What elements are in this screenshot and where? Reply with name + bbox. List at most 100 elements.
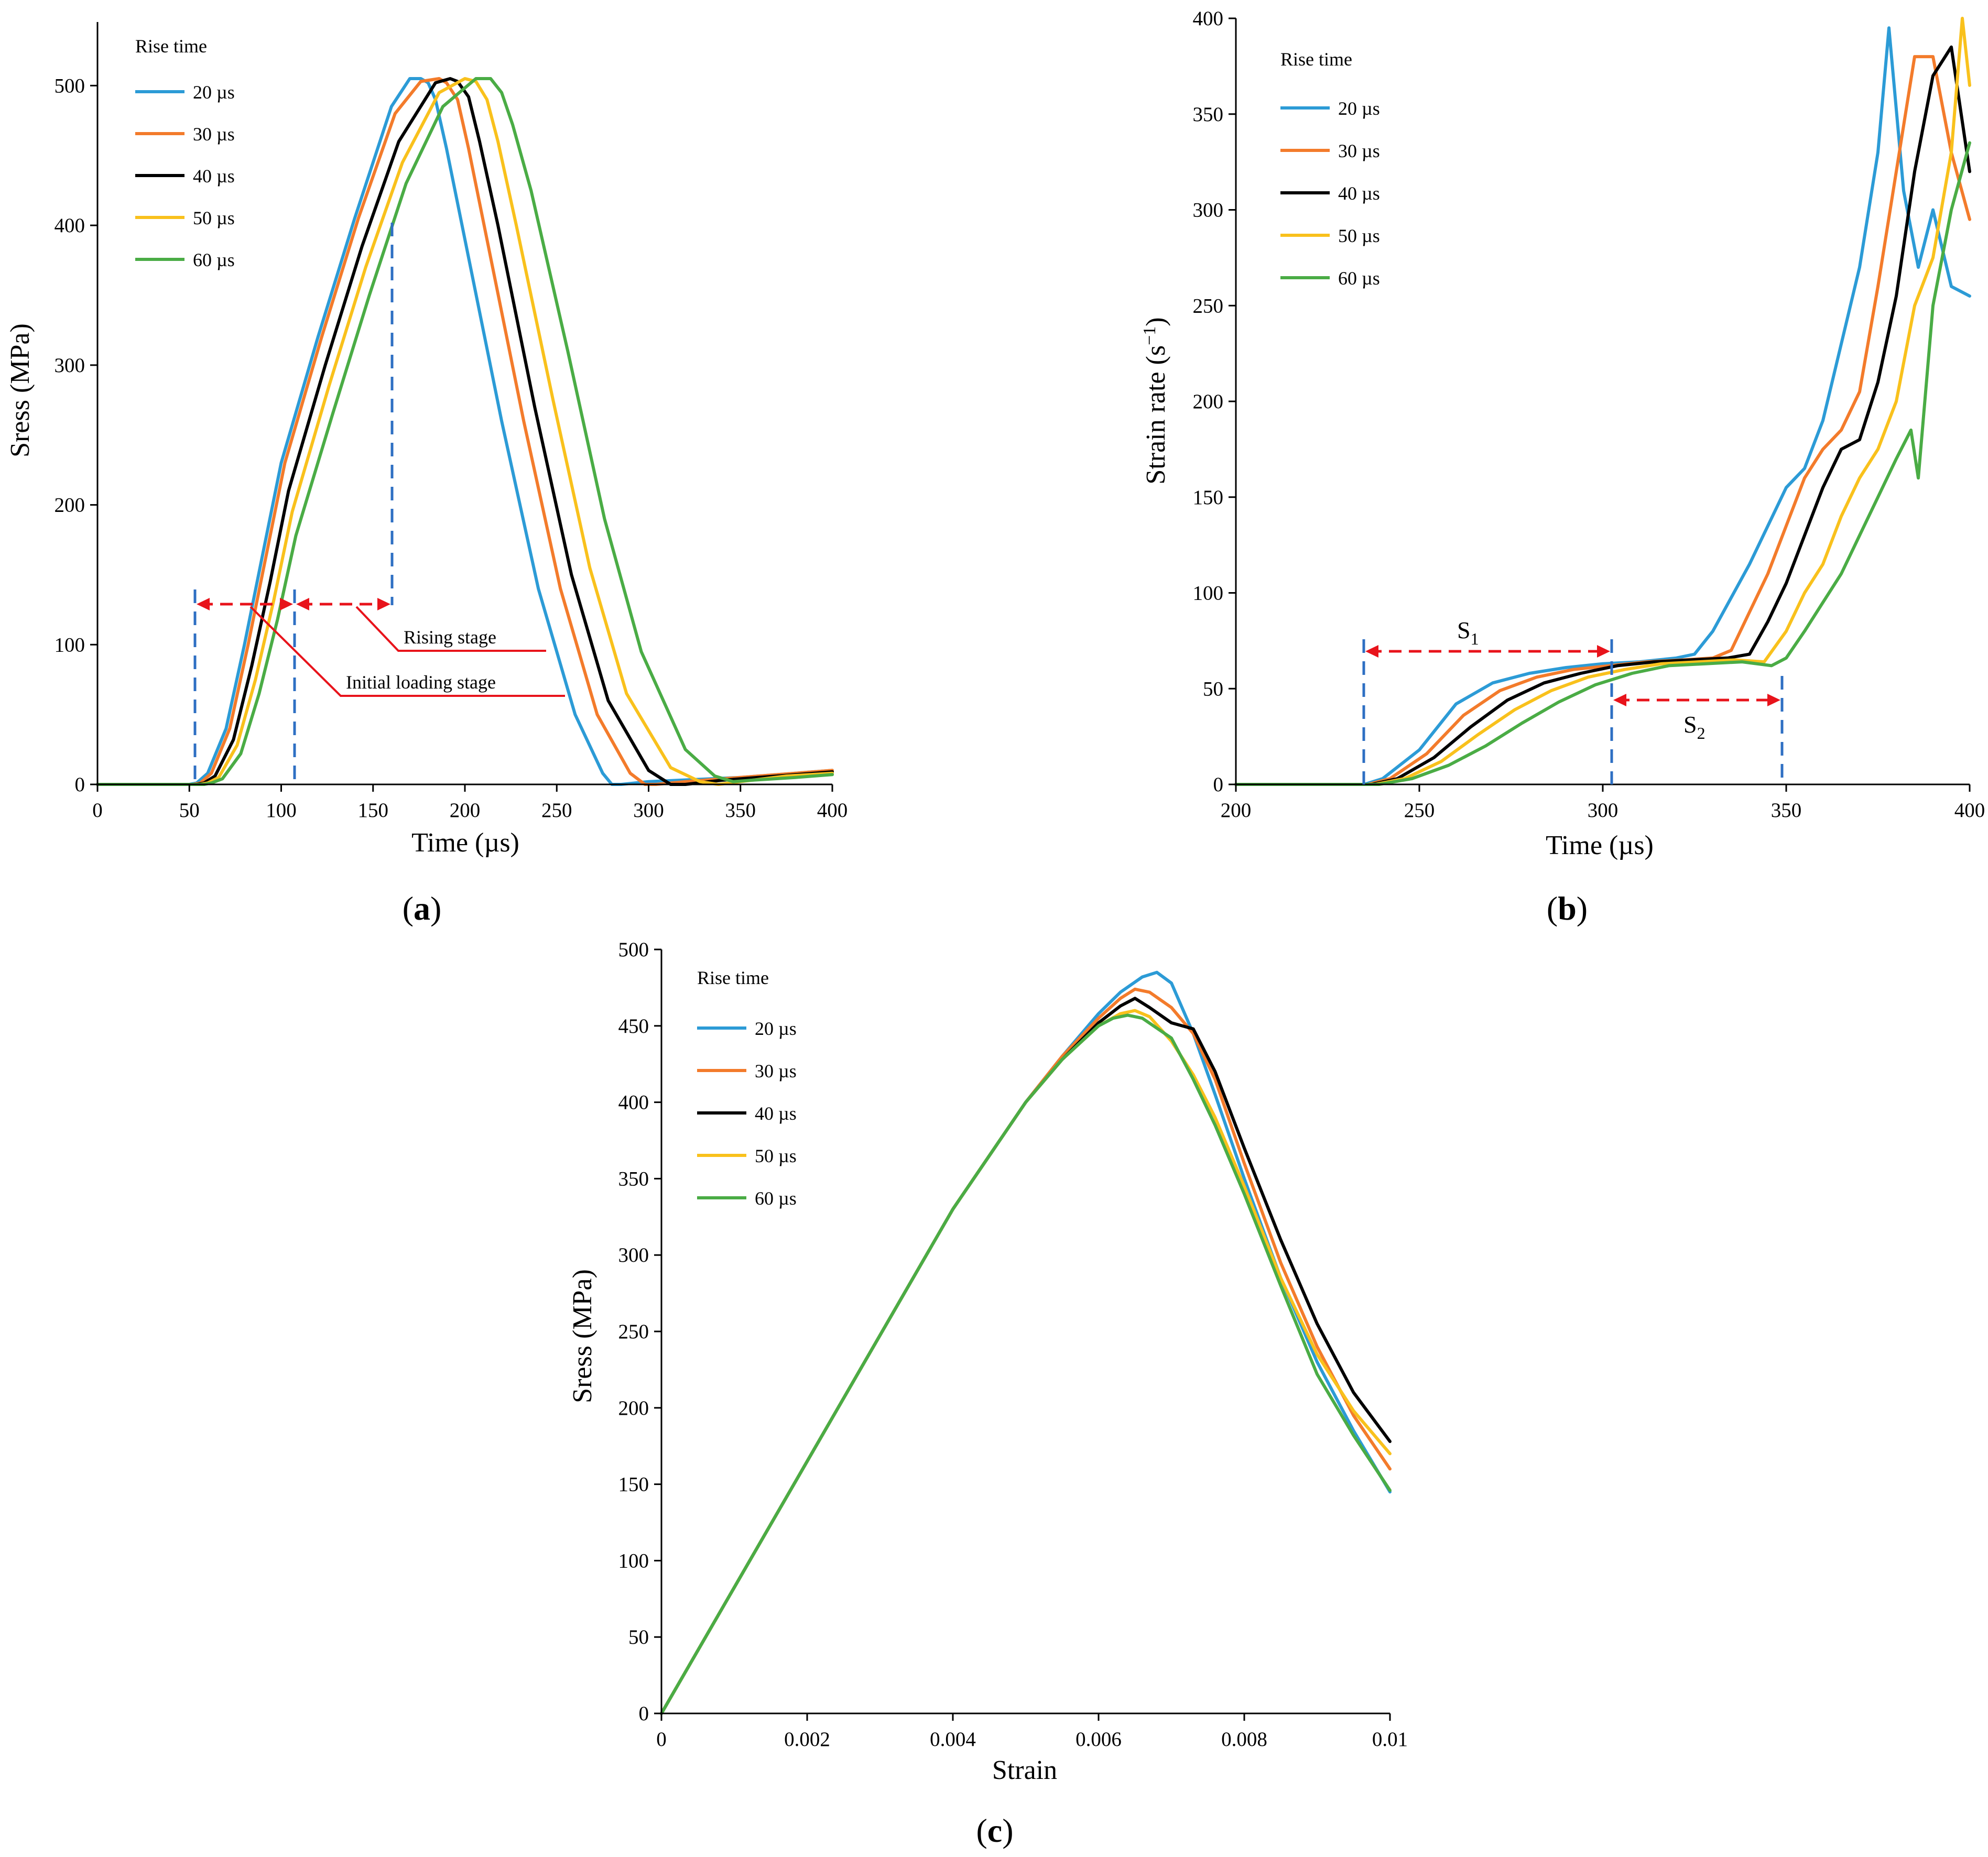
panel-a-annotations: Rising stage Initial loading stage bbox=[193, 223, 565, 781]
panel-a-axes bbox=[90, 22, 833, 792]
legend-label-20: 20 µs bbox=[755, 1018, 797, 1039]
arrowhead-s1-left bbox=[1365, 645, 1378, 658]
legend-title: Rise time bbox=[697, 967, 769, 988]
panel-c-x-tick-label: 0.008 bbox=[1221, 1728, 1267, 1751]
label-s1: S1 bbox=[1457, 617, 1479, 648]
panel-b-annotations: S1 S2 bbox=[1362, 617, 1784, 784]
panel-a-y-tick-label: 0 bbox=[75, 773, 85, 796]
panel-c-y-tick-label: 100 bbox=[618, 1549, 649, 1572]
panel-b-y-tick-label: 50 bbox=[1203, 678, 1223, 700]
panel-c-tick-labels: 0 0.002 0.004 0.006 0.008 0.01 0 50 100 150 200 250… bbox=[618, 938, 1408, 1751]
panel-c-series-line-20us bbox=[660, 970, 1392, 1715]
panel-a-x-tick-label: 350 bbox=[725, 799, 756, 822]
panel-c-x-tick-label: 0.01 bbox=[1372, 1728, 1408, 1751]
panel-a-series bbox=[96, 77, 834, 786]
panel-c-chart: 0 0.002 0.004 0.006 0.008 0.01 0 50 100 150 200 250… bbox=[568, 938, 1408, 1849]
leader-rising bbox=[355, 606, 546, 652]
panel-c-x-tick-label: 0.004 bbox=[930, 1728, 976, 1751]
legend-label-20: 20 µs bbox=[193, 82, 235, 103]
legend-label-50: 50 µs bbox=[755, 1145, 797, 1166]
panel-c-x-axis-label: Strain bbox=[992, 1755, 1057, 1785]
panel-a-x-tick-label: 400 bbox=[817, 799, 848, 822]
panel-a-y-tick-label: 200 bbox=[55, 494, 85, 517]
panel-a-tick-labels: 0 50 100 150 200 250 300 350 400 0 100 200 300 400 500 bbox=[55, 74, 848, 822]
panel-c-legend: Rise time 20 µs 30 µs 40 µs 50 µs 60 µs bbox=[697, 967, 797, 1209]
panel-b-y-tick-label: 300 bbox=[1193, 199, 1224, 222]
legend-label-60: 60 µs bbox=[193, 249, 235, 270]
panel-a-series-line-40us bbox=[96, 77, 834, 786]
panel-c-y-axis-label: Sress (MPa) bbox=[568, 1269, 598, 1403]
panel-b-series-line-40us bbox=[1234, 45, 1971, 786]
panel-a-x-tick-label: 0 bbox=[92, 799, 103, 822]
panel-b-axes bbox=[1229, 17, 1971, 792]
arrowhead-s2-right bbox=[1767, 694, 1780, 706]
panel-a-series-line-50us bbox=[96, 77, 834, 786]
panel-a-x-tick-label: 200 bbox=[450, 799, 481, 822]
label-initial-loading-stage: Initial loading stage bbox=[346, 672, 496, 693]
panel-b-y-tick-label: 400 bbox=[1193, 7, 1224, 30]
legend-label-30: 30 µs bbox=[755, 1061, 797, 1082]
panel-b-y-tick-label: 150 bbox=[1193, 486, 1224, 509]
legend-label-50: 50 µs bbox=[1338, 225, 1380, 246]
panel-b-y-tick-label: 100 bbox=[1193, 582, 1224, 605]
panel-c-x-tick-label: 0.006 bbox=[1076, 1728, 1122, 1751]
panel-a-y-axis-label: Sress (MPa) bbox=[5, 323, 35, 457]
panel-c-y-tick-label: 150 bbox=[618, 1473, 649, 1496]
label-s2: S2 bbox=[1683, 711, 1705, 742]
panel-c-y-tick-label: 200 bbox=[618, 1397, 649, 1419]
panel-c-y-tick-label: 50 bbox=[628, 1626, 649, 1648]
panel-c-caption: (c) bbox=[976, 1812, 1013, 1849]
panel-a-x-tick-label: 50 bbox=[179, 799, 200, 822]
panel-c-y-tick-label: 300 bbox=[618, 1244, 649, 1266]
panel-b-series-line-50us bbox=[1234, 17, 1971, 786]
panel-b-series-line-30us bbox=[1234, 55, 1971, 786]
arrowhead-s1-right bbox=[1597, 645, 1610, 658]
panel-c-y-tick-label: 500 bbox=[618, 938, 649, 961]
panel-a-x-tick-label: 150 bbox=[358, 799, 389, 822]
panel-b-series-line-20us bbox=[1234, 26, 1971, 786]
panel-b-chart: 200 250 300 350 400050100150200250300350400 … bbox=[1140, 7, 1985, 927]
panel-c-y-tick-label: 400 bbox=[618, 1091, 649, 1114]
panel-c-series bbox=[660, 970, 1392, 1715]
panel-b-y-tick-label: 350 bbox=[1193, 103, 1224, 126]
panel-c-y-tick-label: 0 bbox=[639, 1702, 649, 1725]
panel-a-x-tick-label: 300 bbox=[633, 799, 664, 822]
panel-a-y-tick-label: 400 bbox=[55, 214, 85, 237]
panel-b-tick-labels: 200 250 300 350 400 0 50 100 150 200 250 300 350 400 bbox=[1193, 7, 1985, 822]
panel-a-caption: (a) bbox=[403, 890, 442, 927]
panel-c-x-tick-label: 0 bbox=[656, 1728, 667, 1751]
arrowhead-right-1 bbox=[280, 598, 293, 610]
panel-a-y-tick-label: 300 bbox=[55, 354, 85, 377]
panel-c-y-tick-label: 450 bbox=[618, 1015, 649, 1037]
panel-b-x-tick-label: 250 bbox=[1404, 799, 1435, 822]
panel-b-legend: Rise time 20 µs 30 µs 40 µs 50 µs 60 µs bbox=[1280, 49, 1380, 289]
panel-b-x-tick-label: 200 bbox=[1221, 799, 1252, 822]
panel-c-series-line-60us bbox=[660, 1013, 1392, 1715]
panel-a-y-tick-label: 500 bbox=[55, 74, 85, 97]
arrowhead-left-1 bbox=[197, 598, 210, 610]
panel-b-x-tick-label: 400 bbox=[1954, 799, 1985, 822]
legend-label-40: 40 µs bbox=[193, 166, 235, 187]
panel-b-x-tick-label: 300 bbox=[1588, 799, 1618, 822]
panel-a-x-tick-label: 250 bbox=[541, 799, 572, 822]
panel-a-series-line-60us bbox=[96, 77, 834, 786]
panel-a-x-tick-label: 100 bbox=[266, 799, 297, 822]
panel-c-y-tick-label: 350 bbox=[618, 1167, 649, 1190]
arrowhead-left-2 bbox=[296, 598, 309, 610]
legend-label-40: 40 µs bbox=[1338, 183, 1380, 204]
panel-b-series bbox=[1234, 17, 1971, 786]
panel-b-x-tick-label: 350 bbox=[1771, 799, 1802, 822]
panel-c-x-tick-label: 0.002 bbox=[784, 1728, 830, 1751]
panel-b-y-tick-label: 0 bbox=[1213, 773, 1224, 796]
panel-c-y-tick-label: 250 bbox=[618, 1320, 649, 1343]
panel-b-y-tick-label: 200 bbox=[1193, 390, 1224, 413]
arrowhead-right-2 bbox=[377, 598, 390, 610]
arrowhead-s2-left bbox=[1613, 694, 1626, 706]
panel-a-legend: Rise time 20 µs 30 µs 40 µs 50 µs 60 µs bbox=[135, 36, 235, 270]
panel-b-y-axis-label: Strain rate (s−1) bbox=[1140, 317, 1171, 484]
legend-label-60: 60 µs bbox=[1338, 268, 1380, 289]
leader-initial bbox=[249, 606, 565, 697]
panel-b-caption: (b) bbox=[1547, 890, 1588, 927]
label-rising-stage: Rising stage bbox=[404, 627, 496, 648]
